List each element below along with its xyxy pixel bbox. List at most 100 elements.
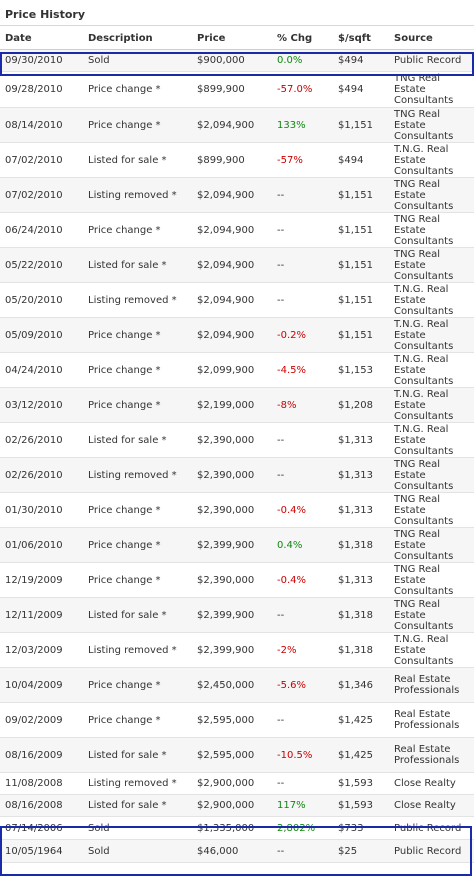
cell-percent-change: -- — [272, 177, 333, 213]
cell-date: 05/20/2010 — [0, 282, 83, 318]
table-row: 07/14/2006 Sold $1,335,000 2,802% $733 Public… — [0, 816, 474, 840]
cell-price: $2,390,000 — [192, 457, 272, 493]
cell-price: $1,335,000 — [192, 816, 272, 840]
cell-price-per-sqft: $1,318 — [333, 632, 389, 668]
cell-percent-change: -- — [272, 282, 333, 318]
cell-price-per-sqft: $1,313 — [333, 422, 389, 458]
cell-description: Listed for sale * — [83, 247, 192, 283]
cell-description: Listed for sale * — [83, 737, 192, 773]
cell-description: Price change * — [83, 71, 192, 108]
cell-price-per-sqft: $1,313 — [333, 457, 389, 493]
cell-percent-change: -- — [272, 457, 333, 493]
cell-price-per-sqft: $1,318 — [333, 527, 389, 563]
cell-price: $46,000 — [192, 839, 272, 863]
cell-price-per-sqft: $1,313 — [333, 492, 389, 528]
cell-price-per-sqft: $25 — [333, 839, 389, 863]
cell-date: 03/12/2010 — [0, 387, 83, 423]
cell-price: $2,390,000 — [192, 492, 272, 528]
cell-price: $899,900 — [192, 142, 272, 178]
table-row: 02/26/2010 Listing removed * $2,390,000 -- $… — [0, 457, 474, 493]
cell-price-per-sqft: $1,593 — [333, 794, 389, 817]
table-row: 12/03/2009 Listing removed * $2,399,900 -2%… — [0, 632, 474, 668]
cell-price: $2,094,900 — [192, 317, 272, 353]
cell-description: Listed for sale * — [83, 597, 192, 633]
cell-price-per-sqft: $1,425 — [333, 737, 389, 773]
column-header-price-per-sqft: $/sqft — [333, 27, 389, 50]
cell-description: Price change * — [83, 527, 192, 563]
header-row: Date Description Price % Chg $/sqft Sour… — [0, 27, 474, 50]
table-row: 02/26/2010 Listed for sale * $2,390,000 -- $… — [0, 422, 474, 458]
cell-date: 01/06/2010 — [0, 527, 83, 563]
cell-description: Listing removed * — [83, 772, 192, 795]
cell-percent-change: -- — [272, 212, 333, 248]
cell-date: 05/09/2010 — [0, 317, 83, 353]
table-row: 06/24/2010 Price change * $2,094,900 -- $1,1… — [0, 212, 474, 248]
cell-percent-change: -0.2% — [272, 317, 333, 353]
cell-percent-change: 0.0% — [272, 49, 333, 72]
cell-source: Close Realty — [389, 794, 474, 817]
cell-price-per-sqft: $1,313 — [333, 562, 389, 598]
table-row: 08/16/2008 Listed for sale * $2,900,000 117… — [0, 794, 474, 817]
cell-percent-change: -- — [272, 702, 333, 738]
cell-description: Price change * — [83, 492, 192, 528]
cell-price: $2,900,000 — [192, 794, 272, 817]
cell-source: Real Estate Professionals — [389, 702, 474, 738]
cell-description: Listed for sale * — [83, 422, 192, 458]
cell-date: 05/22/2010 — [0, 247, 83, 283]
cell-price: $899,900 — [192, 71, 272, 108]
cell-source: Public Record — [389, 816, 474, 840]
cell-percent-change: 133% — [272, 107, 333, 143]
cell-price: $2,900,000 — [192, 772, 272, 795]
cell-price-per-sqft: $1,151 — [333, 282, 389, 318]
cell-percent-change: -- — [272, 772, 333, 795]
cell-percent-change: 117% — [272, 794, 333, 817]
cell-description: Listing removed * — [83, 177, 192, 213]
cell-description: Price change * — [83, 562, 192, 598]
cell-date: 11/08/2008 — [0, 772, 83, 795]
table-row: 07/02/2010 Listing removed * $2,094,900 -- $… — [0, 177, 474, 213]
cell-date: 06/24/2010 — [0, 212, 83, 248]
cell-date: 12/19/2009 — [0, 562, 83, 598]
cell-date: 08/14/2010 — [0, 107, 83, 143]
cell-price: $2,094,900 — [192, 247, 272, 283]
cell-percent-change: -8% — [272, 387, 333, 423]
cell-price-per-sqft: $1,151 — [333, 177, 389, 213]
cell-source: TNG Real Estate Consultants — [389, 527, 474, 563]
cell-date: 02/26/2010 — [0, 422, 83, 458]
table-row: 09/28/2010 Price change * $899,900 -57.0% $4… — [0, 71, 474, 108]
cell-source: TNG Real Estate Consultants — [389, 562, 474, 598]
cell-source: T.N.G. Real Estate Consultants — [389, 317, 474, 353]
cell-price-per-sqft: $1,151 — [333, 212, 389, 248]
column-header-date: Date — [0, 27, 83, 50]
cell-percent-change: -- — [272, 422, 333, 458]
table-row: 03/12/2010 Price change * $2,199,000 -8% $1,… — [0, 387, 474, 423]
cell-price: $2,450,000 — [192, 667, 272, 703]
cell-description: Price change * — [83, 212, 192, 248]
cell-price: $2,199,000 — [192, 387, 272, 423]
cell-price: $2,094,900 — [192, 177, 272, 213]
cell-price: $2,390,000 — [192, 422, 272, 458]
table-row: 05/09/2010 Price change * $2,094,900 -0.2% $… — [0, 317, 474, 353]
cell-price-per-sqft: $494 — [333, 71, 389, 108]
cell-description: Price change * — [83, 317, 192, 353]
cell-source: T.N.G. Real Estate Consultants — [389, 352, 474, 388]
cell-source: TNG Real Estate Consultants — [389, 492, 474, 528]
cell-date: 08/16/2008 — [0, 794, 83, 817]
cell-price-per-sqft: $733 — [333, 816, 389, 840]
cell-percent-change: -- — [272, 597, 333, 633]
cell-source: T.N.G. Real Estate Consultants — [389, 632, 474, 668]
table-row: 08/16/2009 Listed for sale * $2,595,000 -10… — [0, 737, 474, 773]
cell-date: 12/03/2009 — [0, 632, 83, 668]
table-row: 08/14/2010 Price change * $2,094,900 133% $1… — [0, 107, 474, 143]
cell-price-per-sqft: $1,151 — [333, 317, 389, 353]
cell-source: Close Realty — [389, 772, 474, 795]
table-row: 05/22/2010 Listed for sale * $2,094,900 -- $… — [0, 247, 474, 283]
cell-date: 07/02/2010 — [0, 177, 83, 213]
cell-date: 02/26/2010 — [0, 457, 83, 493]
column-header-percent-change: % Chg — [272, 27, 333, 50]
cell-description: Sold — [83, 49, 192, 72]
cell-price: $900,000 — [192, 49, 272, 72]
cell-source: T.N.G. Real Estate Consultants — [389, 282, 474, 318]
cell-description: Price change * — [83, 107, 192, 143]
cell-price-per-sqft: $1,153 — [333, 352, 389, 388]
